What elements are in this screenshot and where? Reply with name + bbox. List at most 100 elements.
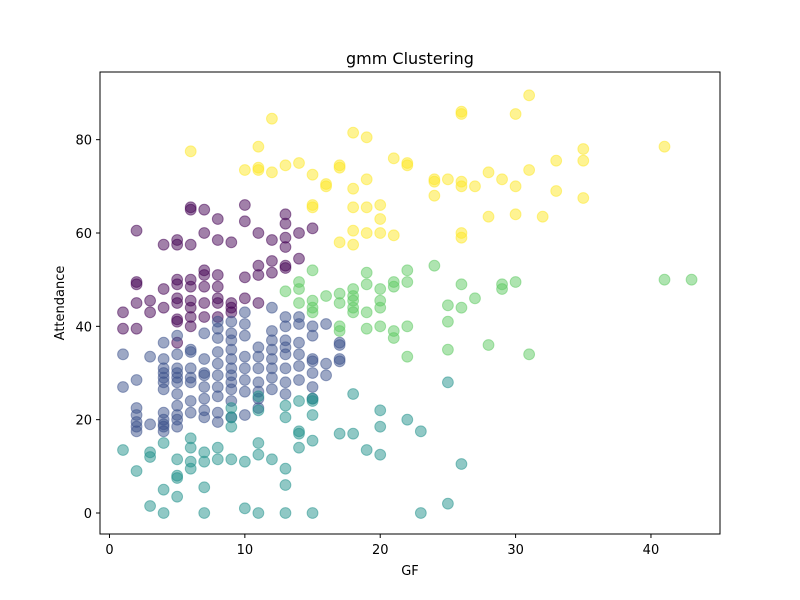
cluster-0-point bbox=[184, 238, 197, 251]
cluster-0-point bbox=[266, 234, 278, 246]
cluster-4-point bbox=[509, 180, 522, 193]
cluster-2-point bbox=[306, 434, 319, 447]
cluster-3-point bbox=[374, 320, 387, 333]
cluster-4-point bbox=[387, 152, 400, 165]
cluster-3-point bbox=[360, 278, 373, 291]
cluster-2-point bbox=[333, 427, 346, 440]
cluster-1-point bbox=[225, 315, 238, 328]
cluster-4-point bbox=[482, 210, 495, 223]
cluster-4-point bbox=[577, 143, 590, 155]
cluster-1-point bbox=[198, 381, 211, 393]
cluster-4-point bbox=[374, 227, 387, 239]
cluster-1-point bbox=[266, 371, 278, 384]
cluster-2-point bbox=[279, 462, 292, 475]
cluster-3-point bbox=[347, 306, 360, 319]
cluster-1-point bbox=[320, 318, 332, 330]
cluster-0-point bbox=[211, 234, 224, 246]
cluster-1-point bbox=[171, 420, 184, 433]
cluster-4-point bbox=[577, 154, 590, 167]
x-tick-label: 20 bbox=[372, 543, 389, 558]
cluster-1-point bbox=[225, 383, 238, 396]
cluster-1-point bbox=[157, 425, 170, 438]
cluster-0-point bbox=[144, 294, 156, 307]
cluster-2-point bbox=[252, 448, 265, 461]
cluster-3-point bbox=[306, 264, 319, 277]
cluster-2-point bbox=[306, 507, 319, 519]
cluster-1-point bbox=[333, 339, 346, 351]
cluster-0-point bbox=[198, 297, 211, 309]
cluster-1-point bbox=[184, 346, 197, 358]
cluster-4-point bbox=[347, 201, 360, 214]
cluster-0-point bbox=[279, 217, 292, 230]
cluster-0-point bbox=[238, 292, 251, 305]
cluster-4-point bbox=[333, 161, 346, 174]
cluster-2-point bbox=[266, 453, 278, 466]
cluster-2-point bbox=[442, 376, 454, 389]
cluster-3-point bbox=[279, 285, 292, 298]
cluster-2-point bbox=[157, 437, 170, 449]
cluster-2-point bbox=[252, 437, 265, 449]
cluster-2-point bbox=[279, 411, 292, 424]
cluster-2-point bbox=[279, 507, 292, 519]
cluster-1-point bbox=[320, 357, 332, 370]
cluster-4-point bbox=[469, 180, 481, 193]
cluster-4-point bbox=[347, 224, 360, 237]
cluster-0-point bbox=[157, 283, 170, 295]
cluster-3-point bbox=[428, 259, 441, 272]
cluster-2-point bbox=[198, 481, 211, 494]
cluster-2-point bbox=[252, 404, 265, 417]
cluster-4-point bbox=[428, 189, 441, 202]
cluster-4-point bbox=[252, 164, 265, 176]
cluster-4-point bbox=[523, 164, 536, 176]
cluster-1-point bbox=[117, 348, 129, 361]
cluster-2-point bbox=[157, 483, 170, 496]
cluster-3-point bbox=[469, 292, 481, 305]
cluster-3-point bbox=[685, 273, 698, 286]
cluster-2-point bbox=[374, 420, 387, 433]
cluster-2-point bbox=[157, 507, 170, 519]
cluster-1-point bbox=[306, 367, 319, 379]
cluster-4-point bbox=[252, 140, 265, 153]
cluster-1-point bbox=[238, 362, 251, 375]
cluster-1-point bbox=[293, 318, 305, 330]
cluster-0-point bbox=[211, 297, 224, 309]
cluster-1-point bbox=[293, 360, 305, 372]
cluster-0-point bbox=[171, 238, 184, 251]
cluster-2-point bbox=[171, 453, 184, 466]
cluster-1-point bbox=[157, 383, 170, 396]
cluster-1-point bbox=[171, 348, 184, 361]
cluster-0-point bbox=[252, 297, 265, 309]
cluster-3-point bbox=[360, 306, 373, 319]
cluster-4-point bbox=[360, 201, 373, 214]
cluster-1-point bbox=[252, 362, 265, 375]
x-tick-label: 10 bbox=[237, 543, 254, 558]
cluster-1-point bbox=[171, 329, 184, 342]
cluster-4-point bbox=[577, 192, 590, 204]
cluster-2-point bbox=[401, 413, 414, 426]
cluster-2-point bbox=[414, 507, 427, 519]
cluster-3-point bbox=[320, 290, 332, 302]
cluster-1-point bbox=[279, 362, 292, 375]
cluster-3-point bbox=[374, 301, 387, 314]
cluster-4-point bbox=[496, 173, 508, 186]
cluster-2-point bbox=[252, 390, 265, 403]
cluster-0-point bbox=[252, 227, 265, 239]
cluster-1-point bbox=[198, 353, 211, 365]
cluster-0-point bbox=[117, 322, 129, 335]
cluster-3-point bbox=[293, 283, 305, 295]
cluster-4-point bbox=[536, 210, 549, 223]
cluster-1-point bbox=[238, 374, 251, 386]
cluster-0-point bbox=[171, 297, 184, 309]
cluster-2-point bbox=[279, 399, 292, 412]
cluster-1-point bbox=[293, 336, 305, 349]
cluster-2-point bbox=[279, 479, 292, 491]
cluster-4-point bbox=[293, 157, 305, 169]
cluster-2-point bbox=[225, 420, 238, 433]
cluster-0-point bbox=[306, 222, 319, 235]
cluster-2-point bbox=[360, 444, 373, 456]
cluster-1-point bbox=[211, 332, 224, 344]
cluster-2-point bbox=[238, 455, 251, 468]
cluster-4-point bbox=[401, 159, 414, 172]
y-tick-label: 0 bbox=[84, 507, 92, 522]
